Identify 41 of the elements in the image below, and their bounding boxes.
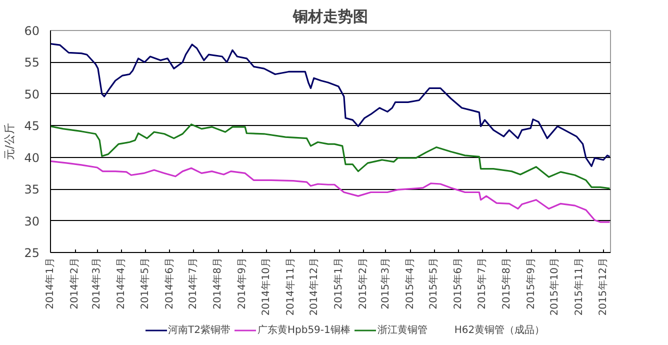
x-tick-label: 2015年2月 <box>357 258 370 310</box>
y-tick-label: 45 <box>24 119 40 134</box>
x-tick-label: 2014年6月 <box>163 258 176 310</box>
x-tick-label: 2014年11月 <box>284 257 296 316</box>
y-tick-label: 30 <box>24 214 40 228</box>
legend-label: 河南T2紫铜带 <box>168 324 230 337</box>
x-tick-label: 2015年11月 <box>573 257 586 316</box>
line-series <box>50 43 610 168</box>
x-tick-label: 2015年12月 <box>596 257 609 316</box>
x-tick-label: 2015年5月 <box>428 258 440 310</box>
x-tick-label: 2015年4月 <box>404 258 416 310</box>
x-tick-label: 2014年12月 <box>308 257 320 316</box>
text: H62黄铜管（成品） <box>454 324 545 337</box>
x-tick-label: 2015年10月 <box>548 257 561 316</box>
x-tick-label: 2014年10月 <box>260 257 272 316</box>
x-tick-label: 2015年7月 <box>476 258 488 310</box>
x-tick-label: 2015年8月 <box>500 258 512 310</box>
legend-label: 广东黄Hpb59-1铜棒 <box>257 324 350 337</box>
chart-title: 铜材走势图 <box>292 8 368 26</box>
y-axis-title: 元/公斤 <box>3 123 16 160</box>
x-tick-label: 2014年8月 <box>212 258 224 310</box>
x-tick-label: 2014年9月 <box>236 258 248 310</box>
legend-label: 浙江黄铜管 <box>377 324 428 337</box>
y-tick-label: 55 <box>24 56 40 70</box>
x-tick-label: 2015年9月 <box>524 258 537 310</box>
x-tick-label: 2014年5月 <box>138 258 151 310</box>
line-series <box>50 160 610 223</box>
x-tick-label: 2014年7月 <box>187 258 200 310</box>
x-tick-label: 2014年1月 <box>44 258 56 310</box>
y-tick-label: 25 <box>24 246 40 260</box>
line-series <box>50 124 610 190</box>
y-tick-label: 40 <box>24 150 40 165</box>
x-tick-label: 2014年3月 <box>90 258 103 310</box>
y-tick-label: 60 <box>24 24 40 38</box>
x-tick-label: 2015年3月 <box>379 258 392 310</box>
y-tick-label: 35 <box>24 182 40 197</box>
y-tick-label: 50 <box>24 87 40 102</box>
x-tick-label: 2014年4月 <box>115 258 128 310</box>
x-tick-label: 2014年2月 <box>68 258 81 310</box>
x-tick-label: 2015年6月 <box>452 258 464 310</box>
x-tick-label: 2015年1月 <box>332 258 345 310</box>
